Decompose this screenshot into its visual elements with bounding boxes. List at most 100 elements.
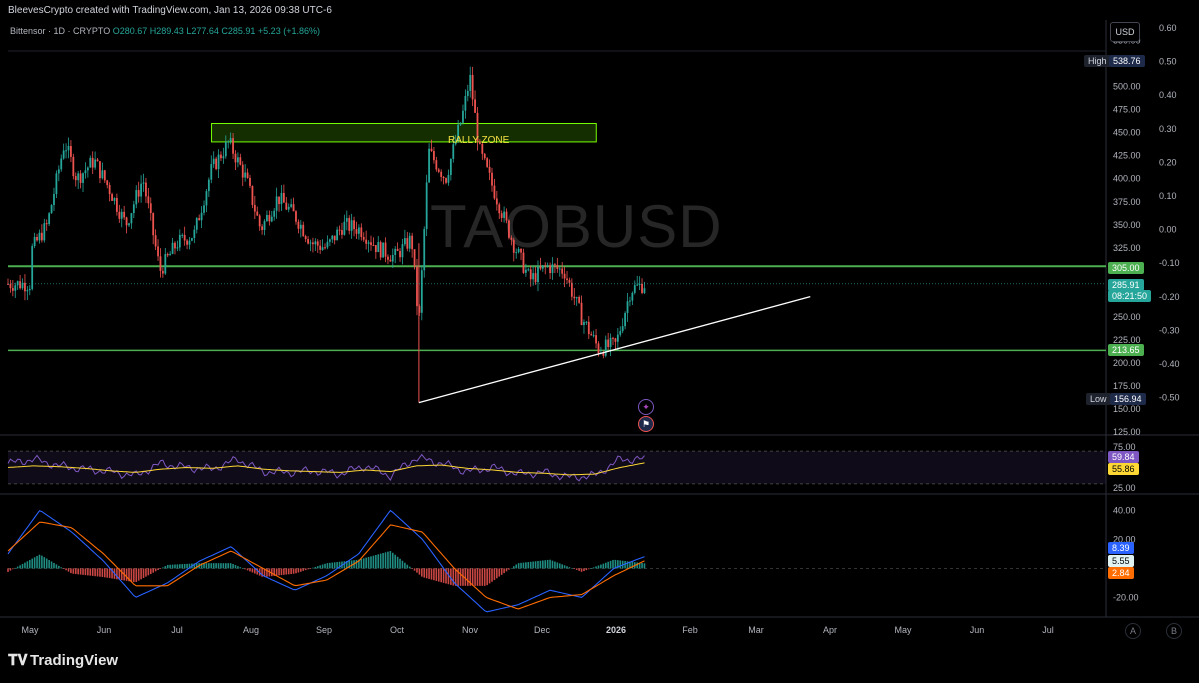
candle-body (14, 285, 17, 291)
candle-body (89, 157, 92, 168)
candle-body (142, 182, 145, 184)
candle-body (258, 215, 261, 227)
candle-body (609, 337, 612, 348)
candle-body (125, 217, 128, 226)
candle-body (331, 235, 334, 240)
macd-hist-bar (413, 568, 416, 571)
macd-hist-bar (280, 568, 283, 576)
macd-hist-bar (360, 558, 363, 569)
macd-hist-bar (316, 566, 319, 569)
candle-body (413, 249, 416, 267)
macd-hist-bar (515, 564, 517, 569)
macd-hist-bar (33, 557, 36, 569)
macd-hist-bar (358, 559, 360, 569)
macd-hist-bar (425, 568, 428, 579)
macd-hist-bar (295, 568, 297, 574)
macd-hist-bar (580, 568, 583, 572)
log-scale-button[interactable]: B (1166, 623, 1182, 639)
candle-body (249, 177, 251, 186)
candle-body (169, 253, 172, 256)
symbol-watermark: TAOBUSD (430, 193, 723, 260)
candle-body (152, 213, 155, 236)
candle-body (183, 234, 186, 241)
ohlc-low: L277.64 (186, 26, 219, 36)
candle-body (198, 218, 201, 221)
percent-tick-label: -0.30 (1159, 325, 1180, 335)
candle-body (607, 339, 610, 348)
candle-body (314, 241, 317, 245)
price-tick-label: 150.00 (1113, 404, 1141, 414)
macd-hist-bar (241, 568, 244, 569)
macd-hist-bar (491, 568, 493, 582)
candle-body (471, 74, 474, 100)
price-tick-label: 175.00 (1113, 381, 1141, 391)
macd-hist-bar (445, 568, 447, 584)
macd-hist-bar (125, 568, 128, 581)
candle-body (587, 321, 590, 335)
macd-hist-bar (193, 563, 196, 569)
macd-hist-bar (94, 568, 96, 577)
candle-body (224, 141, 227, 157)
auto-scale-button[interactable]: A (1125, 623, 1141, 639)
candle-body (217, 154, 220, 170)
candle-body (575, 297, 578, 299)
macd-hist-bar (462, 568, 464, 586)
macd-hist-bar (326, 563, 329, 569)
price-tick-label: 225.00 (1113, 335, 1141, 345)
macd-hist-bar (234, 565, 237, 569)
macd-hist-bar (21, 563, 24, 569)
symbol-name[interactable]: Bittensor · 1D · CRYPTO (10, 26, 111, 36)
macd-hist-bar (53, 562, 55, 569)
candle-body (457, 124, 460, 141)
low-tag-value: 156.94 (1110, 393, 1146, 405)
macd-hist-bar (283, 568, 285, 575)
price-tick-label: 200.00 (1113, 358, 1141, 368)
macd-hist-bar (31, 558, 33, 569)
macd-hist-bar (437, 568, 440, 582)
macd-hist-bar (583, 568, 585, 572)
candle-body (261, 226, 263, 230)
macd-hist-bar (600, 564, 602, 569)
macd-hist-bar (496, 568, 498, 579)
candle-body (604, 339, 607, 356)
macd-hist-bar (411, 568, 413, 569)
flag-icon[interactable]: ⚑ (638, 416, 654, 432)
candle-body (193, 229, 196, 239)
event-icon[interactable]: ✦ (638, 399, 654, 415)
candle-body (149, 203, 152, 214)
candle-body (234, 153, 237, 163)
macd-hist-bar (14, 567, 17, 569)
macd-hist-bar (290, 568, 292, 575)
macd-hist-bar (195, 563, 198, 569)
candle-body (532, 273, 535, 280)
candle-body (19, 281, 21, 289)
time-tick-label: Aug (243, 625, 259, 635)
macd-hist-bar (304, 568, 307, 571)
macd-hist-bar (520, 562, 522, 569)
candle-body (186, 240, 188, 245)
macd-hist-bar (421, 568, 423, 577)
macd-hist-bar (229, 563, 232, 569)
macd-hist-bar (377, 554, 380, 569)
macd-hist-bar (45, 558, 48, 569)
candle-body (355, 229, 358, 234)
candle-body (227, 141, 230, 143)
macd-hist-bar (106, 568, 109, 578)
macd-hist-bar (641, 563, 643, 569)
candle-body (556, 265, 559, 269)
rsi-tick-label: 25.00 (1113, 483, 1136, 493)
macd-hist-bar (573, 568, 576, 569)
candle-body (624, 313, 626, 327)
macd-hist-bar (142, 568, 145, 578)
candle-body (137, 190, 140, 197)
candle-body (111, 194, 113, 201)
candle-body (157, 246, 159, 257)
candle-body (207, 179, 210, 192)
macd-hist-bar (546, 559, 549, 569)
currency-button[interactable]: USD (1110, 22, 1140, 42)
candle-body (527, 269, 530, 271)
macd-hist-bar (329, 562, 331, 569)
candle-body (239, 157, 242, 165)
candle-body (200, 212, 203, 221)
